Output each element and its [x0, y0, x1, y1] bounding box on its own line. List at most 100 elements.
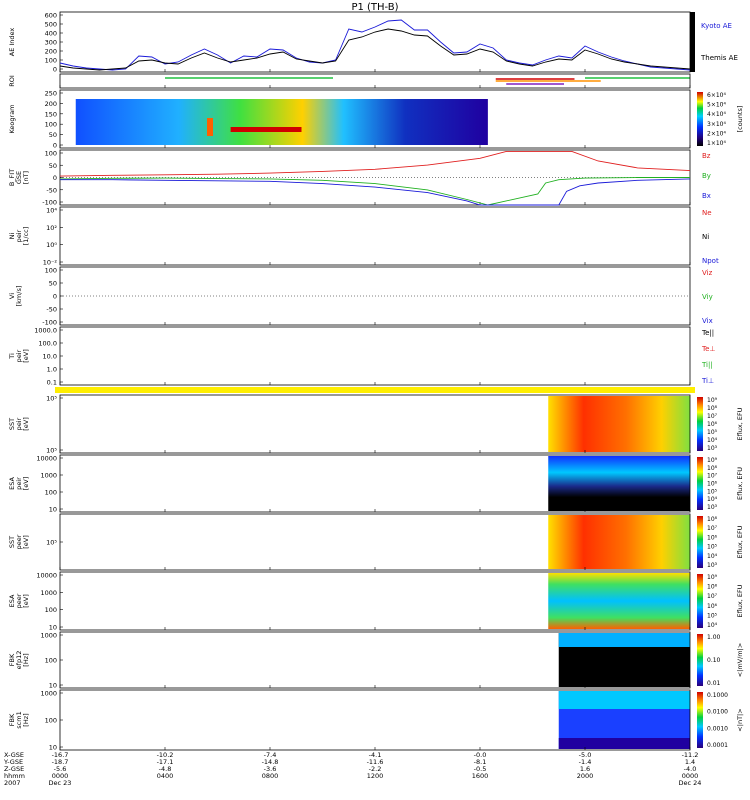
- ti-legend-label: Te||: [701, 329, 714, 337]
- x-tick-label: Dec 24: [679, 779, 702, 787]
- x-tick-label: -17.1: [157, 758, 174, 766]
- esa1-spectrogram: [548, 456, 690, 511]
- y-tick-label: 100: [45, 606, 57, 614]
- x-tick-label: 0000: [52, 772, 69, 780]
- y-tick-label: 100: [45, 489, 57, 497]
- colorbar-sst2: [697, 516, 703, 568]
- x-tick-label: -5.0: [579, 751, 592, 759]
- x-tick-label: 1.4: [685, 758, 695, 766]
- y-axis-label-ni: peir: [15, 229, 23, 242]
- bfit-legend-label: By: [702, 172, 711, 180]
- x-tick-label: -11.2: [682, 751, 699, 759]
- y-tick-label: 10000: [36, 455, 57, 463]
- colorbar-tick-label: 10⁹: [707, 397, 718, 404]
- colorbar-tick-label: 0.0100: [707, 709, 728, 716]
- keogram-arc: [230, 127, 302, 132]
- colorbar-tick-label: 3×10⁴: [707, 121, 726, 128]
- x-tick-label: 0000: [682, 772, 699, 780]
- colorbar-tick-label: 10⁹: [707, 574, 718, 581]
- ae-series-line: [59, 19, 691, 71]
- colorbar-tick-label: 0.1000: [707, 692, 728, 699]
- x-tick-label: 0400: [157, 772, 174, 780]
- x-tick-label: -1.4: [579, 758, 592, 766]
- colorbar-label: Eflux, EFU: [736, 525, 744, 558]
- esa2-spectrogram: [548, 573, 690, 629]
- colorbar-tick-label: 6×10⁴: [707, 92, 726, 99]
- keogram-image: [75, 99, 488, 145]
- bfit-series-line: [60, 178, 691, 206]
- colorbar-tick-label: 2×10⁴: [707, 130, 726, 137]
- colorbar-fbk2: [697, 692, 703, 748]
- colorbar-tick-label: 0.10: [707, 657, 721, 664]
- y-tick-label: 10000: [36, 572, 57, 580]
- y-axis-label-fbk1: efp12: [15, 651, 23, 670]
- y-tick-label: 200: [45, 48, 57, 56]
- vi-legend-label: Viy: [702, 293, 713, 301]
- y-axis-label-bfit: [nT]: [22, 171, 30, 184]
- y-tick-label: -50: [46, 306, 57, 314]
- x-tick-label: 0800: [262, 772, 279, 780]
- x-tick-label: -0.0: [474, 751, 487, 759]
- y-tick-label: 50: [49, 280, 57, 288]
- y-axis-label-esa2: ESA: [8, 594, 16, 607]
- colorbar-tick-label: 10⁷: [707, 413, 718, 420]
- y-tick-label: 600: [45, 12, 57, 20]
- colorbar-tick-label: 10⁸: [707, 516, 718, 523]
- y-axis-label-bfit: GSE: [15, 171, 23, 184]
- colorbar-tick-label: 10⁶: [707, 481, 718, 488]
- panel-frame-ae: [59, 11, 691, 73]
- colorbar-tick-label: 10⁷: [707, 525, 718, 532]
- y-axis-label-sst2: [eV]: [22, 535, 30, 549]
- colorbar-label: [counts]: [736, 106, 744, 133]
- x-axis-row-label: 2007: [4, 779, 21, 787]
- y-axis-label-vi: [km/s]: [15, 286, 23, 307]
- colorbar-label: Eflux, EFU: [736, 407, 744, 440]
- ti-legend-label: Ti||: [701, 361, 713, 369]
- y-tick-label: 400: [45, 30, 57, 38]
- keogram-brightening: [207, 118, 213, 136]
- x-axis-row-label: X-GSE: [4, 751, 24, 759]
- y-tick-label: 0: [53, 293, 57, 301]
- ae-legend-label: Themis AE: [700, 54, 738, 62]
- y-tick-label: 100: [45, 267, 57, 275]
- y-tick-label: 100: [45, 657, 57, 665]
- y-axis-label-fbk2: [Hz]: [22, 713, 30, 726]
- colorbar-tick-label: 0.0010: [707, 725, 728, 732]
- x-tick-label: -4.1: [369, 751, 382, 759]
- fbk2-spectrogram-lower: [558, 738, 690, 749]
- x-tick-label: -7.4: [264, 751, 277, 759]
- ae-legend-label: Kyoto AE: [701, 22, 732, 30]
- colorbar-tick-label: 10⁷: [707, 593, 718, 600]
- colorbar-tick-label: 10⁴: [707, 437, 718, 444]
- y-tick-label: -100: [42, 319, 57, 327]
- fbk1-spectrogram-upper: [558, 633, 690, 647]
- x-tick-label: -10.2: [157, 751, 174, 759]
- colorbar-tick-label: 0.01: [707, 680, 721, 687]
- x-tick-label: -4.8: [159, 765, 172, 773]
- x-tick-label: 1.6: [580, 765, 590, 773]
- y-tick-label: 10⁰: [46, 241, 57, 249]
- x-tick-label: 1600: [472, 772, 489, 780]
- sst1-spectrogram: [548, 396, 690, 452]
- x-tick-label: 1200: [367, 772, 384, 780]
- sst2-spectrogram: [548, 515, 690, 569]
- x-tick-label: Dec 23: [49, 779, 72, 787]
- x-tick-label: -4.0: [684, 765, 697, 773]
- y-axis-label-ae: AE Index: [8, 28, 16, 57]
- y-axis-label-esa1: ESA: [8, 477, 16, 490]
- x-axis-row-label: Z-GSE: [4, 765, 24, 773]
- y-axis-label-esa2: [eV]: [22, 594, 30, 608]
- x-tick-label: -18.7: [52, 758, 69, 766]
- y-tick-label: 1000: [40, 472, 57, 480]
- bfit-series-line: [59, 150, 691, 177]
- ae-series-line: [59, 28, 691, 71]
- y-tick-label: 500: [45, 21, 57, 29]
- y-axis-label-sst2: SST: [8, 536, 16, 548]
- y-axis-label-ti: Ti: [8, 353, 16, 360]
- y-tick-label: 10⁵: [46, 395, 57, 403]
- y-axis-label-fbk1: [Hz]: [22, 653, 30, 666]
- colorbar-label: <|mV/m|>: [736, 643, 744, 678]
- y-axis-label-fbk2: scm1: [15, 711, 23, 728]
- y-axis-label-esa1: peir: [15, 477, 23, 490]
